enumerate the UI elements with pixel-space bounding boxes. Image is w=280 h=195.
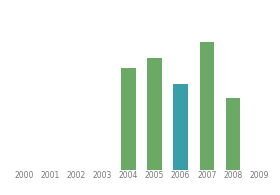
Bar xyxy=(121,68,136,170)
Bar xyxy=(226,98,240,170)
Bar xyxy=(200,42,214,170)
Bar xyxy=(147,58,162,170)
Bar xyxy=(173,84,188,170)
